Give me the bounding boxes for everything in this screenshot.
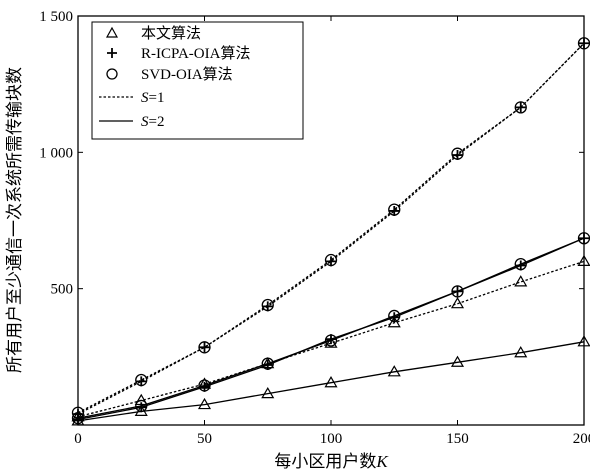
data-point-triangle [514, 346, 528, 358]
series-line-triangle-solid [77, 341, 585, 422]
data-point-plus [136, 376, 147, 387]
legend-triangle-icon [105, 26, 119, 38]
y-tick-label: 1 000 [39, 145, 73, 161]
data-point-circle [198, 341, 211, 354]
data-point-plus [452, 286, 463, 297]
axis-ticks: 0 50 100 150 200 500 1 000 1 500 [39, 9, 590, 447]
data-point-plus [136, 402, 147, 413]
data-point-triangle [324, 376, 338, 388]
legend-box [91, 21, 304, 140]
x-tick-label: 100 [320, 431, 343, 447]
data-point-plus [262, 301, 273, 312]
data-point-triangle [324, 336, 338, 348]
data-point-plus [199, 342, 210, 353]
x-tick-label: 200 [573, 431, 590, 447]
y-tick-label: 500 [51, 282, 74, 298]
x-tick-label: 50 [197, 431, 212, 447]
x-tick-label: 0 [74, 431, 82, 447]
data-point-triangle [387, 316, 401, 328]
data-point-plus [389, 312, 400, 323]
data-point-triangle [134, 404, 148, 416]
data-point-plus [515, 260, 526, 271]
y-axis-label: 所有用户至少通信一次系统所需传输块数 [5, 67, 24, 373]
data-point-plus [515, 102, 526, 113]
legend-label-ricpa: R-ICPA-OIA算法 [141, 44, 250, 62]
data-point-triangle [450, 296, 465, 309]
legend-label-s1: S=1 [141, 90, 164, 106]
series-line-triangle-dashed [77, 260, 585, 418]
legend-label-s2: S=2 [141, 114, 164, 130]
legend-label-proposed: 本文算法 [141, 24, 201, 42]
legend-plus-icon [107, 48, 117, 58]
data-point-triangle [261, 386, 275, 399]
data-point-triangle [387, 365, 401, 377]
legend-label-svd: SVD-OIA算法 [141, 65, 233, 83]
data-point-plus [262, 360, 273, 371]
x-tick-label: 150 [446, 431, 469, 447]
data-point-plus [199, 381, 210, 392]
data-point-triangle [450, 355, 465, 367]
data-point-triangle [197, 397, 212, 410]
data-point-plus [326, 256, 336, 267]
legend: 本文算法 R-ICPA-OIA算法 SVD-OIA算法 S=1 S=2 [91, 21, 304, 140]
x-axis-label: 每小区用户数K [274, 452, 389, 471]
data-point-circle [451, 285, 464, 298]
plot-markers [71, 37, 590, 426]
legend-circle-icon [106, 68, 118, 80]
data-point-plus [326, 334, 336, 345]
data-point-triangle [514, 275, 528, 287]
data-point-plus [389, 205, 400, 216]
series-line-plus-dashed [77, 42, 585, 415]
y-tick-label: 1 500 [39, 9, 73, 25]
data-point-plus [452, 150, 463, 161]
data-point-circle [514, 101, 527, 114]
